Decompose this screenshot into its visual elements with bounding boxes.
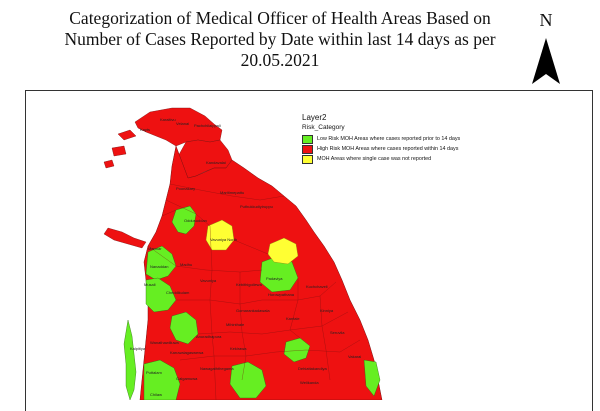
legend-layer-name: Layer2 <box>302 113 327 122</box>
region-label: Chilaw <box>150 392 163 397</box>
north-arrow-icon: N <box>522 10 570 88</box>
legend-swatch-no-case <box>302 154 313 164</box>
region-island-1 <box>117 129 137 141</box>
region-label: Horowpathana <box>268 292 295 297</box>
region-label: Cheddikulam <box>166 290 190 295</box>
region-green-west-2 <box>145 277 177 313</box>
legend-item-high-risk: High Risk MOH Areas where cases reported… <box>302 144 532 154</box>
region-label: Kebithigollewa <box>236 282 262 287</box>
legend-swatch-high-risk <box>302 144 313 154</box>
title-line-2: Number of Cases Reported by Date within … <box>64 29 496 49</box>
region-label: Kalpitiya <box>130 346 146 351</box>
region-kalpitiya <box>123 319 137 400</box>
title-line-1: Categorization of Medical Officer of Hea… <box>69 8 491 28</box>
region-label: Puttalam <box>146 370 162 375</box>
region-label: Musali <box>144 282 156 287</box>
region-green-south-3 <box>363 359 381 397</box>
region-label: Mihinthale <box>226 322 245 327</box>
region-label: Vavuniya North <box>210 237 238 242</box>
region-island-3 <box>103 159 115 169</box>
region-label: Nanaddan <box>150 264 169 269</box>
legend-item-no-case: MOH Areas where single case was not repo… <box>302 154 532 164</box>
region-label: Poonakary <box>176 186 196 191</box>
region-label: Kantale <box>286 316 300 321</box>
region-yellow-west <box>205 219 235 251</box>
region-yellow-east <box>267 237 299 265</box>
north-arrow-left-half <box>532 38 546 84</box>
region-label: Seruvila <box>330 330 345 335</box>
region-label: Madhu <box>180 262 193 267</box>
legend-label-high-risk: High Risk MOH Areas where cases reported… <box>317 145 459 152</box>
region-label: Wanathawilluwa <box>150 340 179 345</box>
district-boundaries <box>147 183 361 400</box>
region-green-west-3 <box>169 311 199 345</box>
region-label: Kayts <box>140 127 151 132</box>
region-green-south-1 <box>143 359 181 400</box>
region-label: Pachchilaippali <box>194 123 221 128</box>
region-green-south-2 <box>229 361 267 399</box>
region-label: Vakarai <box>348 354 362 359</box>
region-green-north <box>171 205 197 235</box>
region-label: Kekirawa <box>230 346 247 351</box>
north-arrow-right-half <box>546 38 560 84</box>
title-line-3: 20.05.2021 <box>240 50 320 70</box>
region-label: Kuchchaveli <box>306 284 328 289</box>
region-label: Anuradhapura <box>196 334 222 339</box>
legend-item-low-risk: Low Risk MOH Areas where cases reported … <box>302 134 532 144</box>
map-page: Categorization of Medical Officer of Hea… <box>25 8 593 411</box>
region-label: Maritimepattu <box>220 190 245 195</box>
legend-label-low-risk: Low Risk MOH Areas where cases reported … <box>317 135 461 142</box>
region-label: Velanai <box>176 121 190 126</box>
region-label: Karaitivu <box>160 117 176 122</box>
map-canvas <box>103 107 383 400</box>
region-label: Galgamuwa <box>176 376 198 381</box>
region-label: Nawagaththegama <box>200 366 234 371</box>
legend-swatch-low-risk <box>302 134 313 144</box>
region-label: Karuwalagaswewa <box>170 350 204 355</box>
region-mannar-island <box>103 227 147 249</box>
region-island-2 <box>111 145 127 157</box>
region-label: Mannar <box>148 246 162 251</box>
region-label: Kandavalai <box>206 160 226 165</box>
region-label: Dehiattakandiya <box>298 366 327 371</box>
region-green-west-1 <box>145 245 177 281</box>
region-label: Vavuniya <box>200 278 217 283</box>
legend-field-name: Risk_Category <box>302 124 345 131</box>
region-label: Padaviya <box>266 276 283 281</box>
map-frame <box>25 90 593 411</box>
map-title: Categorization of Medical Officer of Hea… <box>30 8 530 71</box>
region-label: Puthukkudiyiruppu <box>240 204 273 209</box>
region-label: Oddusuddan <box>184 218 207 223</box>
legend-label-no-case: MOH Areas where single case was not repo… <box>317 155 432 162</box>
north-letter: N <box>539 10 553 30</box>
region-label: Welikanda <box>300 380 319 385</box>
region-label: Gomarankadawala <box>236 308 270 313</box>
region-label: Kinniya <box>320 308 334 313</box>
map-legend: Layer2 Risk_Category Low Risk MOH Areas … <box>302 112 532 164</box>
